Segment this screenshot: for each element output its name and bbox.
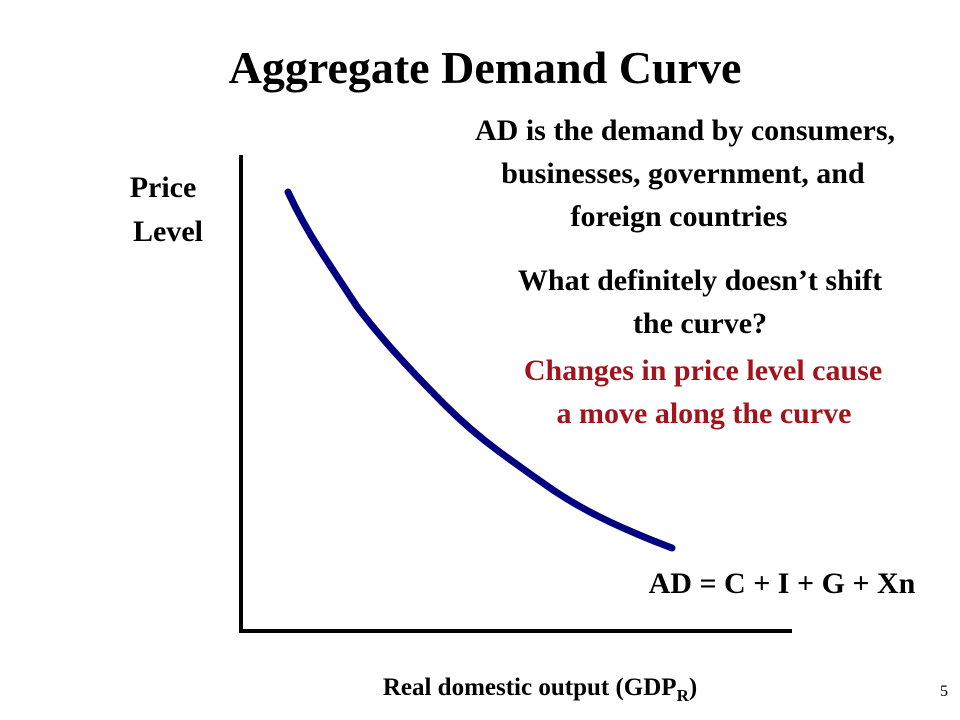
page-number: 5 [940, 683, 948, 700]
question-line: What definitely doesn’t shift [518, 264, 882, 297]
question-line: the curve? [633, 307, 767, 340]
x-axis-label: Real domestic output (GDPR) [383, 674, 697, 705]
x-axis-label-text: Real domestic output (GDP [383, 674, 677, 701]
definition-line: AD is the demand by consumers, [475, 114, 895, 147]
x-axis-label-subscript: R [677, 686, 690, 705]
definition-line: businesses, government, and [501, 157, 865, 190]
y-axis-label: Price [130, 171, 197, 204]
title: Aggregate Demand Curve [229, 42, 742, 93]
curve-label: AD = C + I + G + Xn [649, 567, 916, 600]
definition-line: foreign countries [571, 200, 788, 233]
answer-line: Changes in price level cause [524, 354, 882, 387]
y-axis-label: Level [133, 215, 203, 248]
ad-curve [284, 188, 676, 552]
x-axis-label-closing: ) [689, 674, 697, 701]
answer-line: a move along the curve [557, 397, 852, 430]
